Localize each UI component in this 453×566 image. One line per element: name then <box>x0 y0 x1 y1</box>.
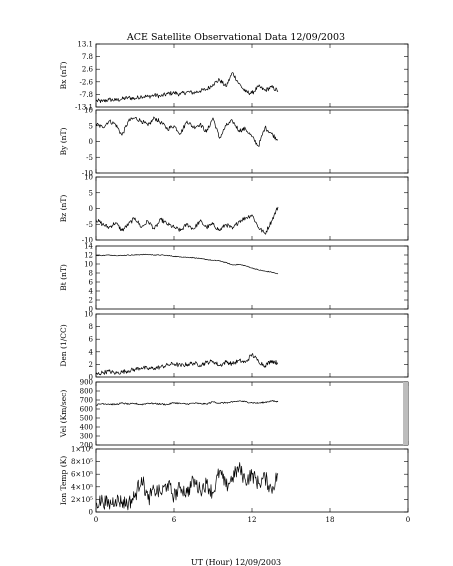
y-tick-label: 5 <box>89 122 93 130</box>
y-tick-label: 10 <box>84 261 93 269</box>
panel-2: 10 5 0 -5 -10 By (nT) <box>59 107 409 178</box>
y-tick-label: 8 <box>89 323 93 331</box>
y-tick-label: 12 <box>84 252 93 260</box>
panel-7: 1×10⁶ 8×10⁵ 6×10⁵ 4×10⁵ 2×10⁵ 0 Ion Temp (K) <box>59 446 409 517</box>
series-line <box>95 400 279 406</box>
x-axis-ticks: 0 6 12 18 0 <box>94 516 410 524</box>
y-tick-label: 400 <box>80 424 93 432</box>
series-line <box>95 206 279 235</box>
y-axis-label: Den (1/CC) <box>59 324 68 366</box>
y-tick-label: 0 <box>89 138 93 146</box>
y-tick-label: 6 <box>89 279 94 287</box>
y-tick-label: 700 <box>80 397 93 405</box>
y-tick-label: 8×10⁵ <box>71 458 93 466</box>
series-line <box>95 72 279 104</box>
x-tick-label: 0 <box>406 516 410 524</box>
y-tick-label: 0 <box>89 509 93 517</box>
x-axis-label: UT (Hour) 12/09/2003 <box>191 558 281 566</box>
y-tick-label: 500 <box>80 415 93 423</box>
y-tick-label: -10 <box>82 237 93 245</box>
panel-5: 10 8 6 4 2 0 Den (1/CC) <box>59 311 409 382</box>
panel-frame <box>95 109 409 174</box>
y-tick-label: 2 <box>89 361 93 369</box>
y-axis-label: Bt (nT) <box>59 264 68 291</box>
y-tick-label: -7.8 <box>80 91 94 99</box>
x-tick-label: 6 <box>172 516 177 524</box>
panel-frame <box>95 381 409 446</box>
y-tick-label: 2 <box>89 297 93 305</box>
y-tick-label: -2.6 <box>80 78 94 86</box>
y-tick-label: 600 <box>80 406 93 414</box>
y-tick-label: 900 <box>80 379 93 387</box>
panel-frame <box>95 176 409 241</box>
velocity-edge-band <box>403 382 408 445</box>
y-tick-label: 6 <box>89 336 94 344</box>
series-line <box>95 253 279 275</box>
y-tick-label: 10 <box>84 311 93 319</box>
y-tick-label: 8 <box>89 270 93 278</box>
y-tick-label: 6×10⁵ <box>71 471 93 479</box>
y-tick-label: 4×10⁵ <box>71 483 93 491</box>
y-tick-label: 800 <box>80 388 93 396</box>
y-tick-label: -5 <box>86 154 93 162</box>
x-tick-label: 0 <box>94 516 98 524</box>
y-tick-label: 0 <box>89 205 93 213</box>
y-axis-label: Bz (nT) <box>59 195 68 223</box>
panels: 13.1 7.8 2.6 -2.6 -7.8 -13.1 Bx (nT) 10 5 0 -5 -10 B… <box>59 41 409 517</box>
y-axis-label: Ion Temp (K) <box>59 456 68 505</box>
y-tick-label: 4 <box>89 288 94 296</box>
y-tick-label: 13.1 <box>77 41 93 49</box>
y-tick-label: 200 <box>80 442 93 450</box>
y-tick-label: -10 <box>82 170 93 178</box>
y-axis-label: Vel (Km/sec) <box>59 390 68 439</box>
y-tick-label: 14 <box>84 243 93 251</box>
series-line <box>95 353 279 376</box>
y-tick-label: -5 <box>86 221 93 229</box>
y-tick-label: 0 <box>89 374 93 382</box>
chart-title: ACE Satellite Observational Data 12/09/2… <box>126 32 345 43</box>
y-axis-label: By (nT) <box>59 128 68 156</box>
panel-3: 10 5 0 -5 -10 Bz (nT) <box>59 174 409 245</box>
y-tick-label: 10 <box>84 174 93 182</box>
y-tick-label: 10 <box>84 107 93 115</box>
y-tick-label: 2.6 <box>82 66 94 74</box>
y-tick-label: 1×10⁶ <box>71 446 93 454</box>
y-axis-label: Bx (nT) <box>59 62 68 90</box>
x-tick-label: 18 <box>326 516 335 524</box>
panel-1: 13.1 7.8 2.6 -2.6 -7.8 -13.1 Bx (nT) <box>59 41 409 112</box>
panel-frame <box>95 245 409 310</box>
x-tick-label: 12 <box>248 516 257 524</box>
panel-frame <box>95 313 409 378</box>
y-tick-label: 2×10⁵ <box>71 496 93 504</box>
y-tick-label: 7.8 <box>82 53 93 61</box>
y-tick-label: 5 <box>89 189 93 197</box>
y-tick-label: 300 <box>80 433 93 441</box>
y-tick-label: -13.1 <box>75 104 93 112</box>
series-line <box>95 462 279 511</box>
y-tick-label: 0 <box>89 306 93 314</box>
series-line <box>95 116 279 147</box>
y-tick-label: 4 <box>89 348 94 356</box>
